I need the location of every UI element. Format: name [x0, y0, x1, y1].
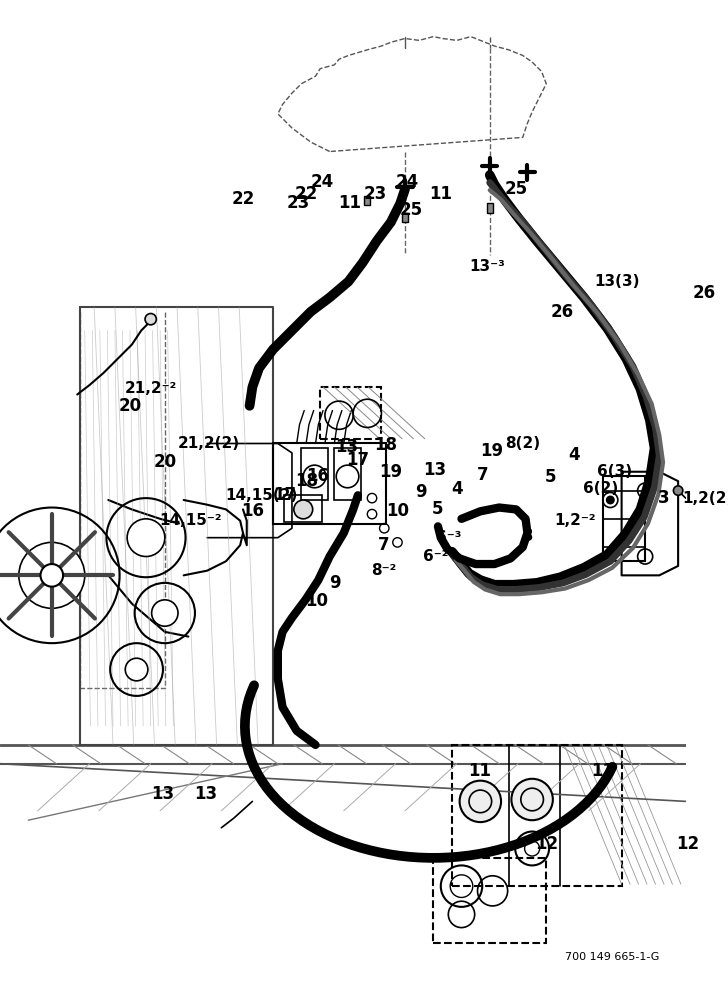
- Text: 12: 12: [536, 835, 558, 853]
- Text: 9: 9: [329, 574, 341, 592]
- Text: 700 149 665-1-G: 700 149 665-1-G: [565, 952, 660, 962]
- Circle shape: [294, 500, 313, 519]
- Text: 13: 13: [335, 438, 358, 456]
- Text: 13: 13: [194, 785, 217, 803]
- Bar: [334, 448, 360, 500]
- Text: 14,15(2): 14,15(2): [226, 488, 298, 503]
- Text: 8(2): 8(2): [505, 436, 540, 451]
- Text: 11: 11: [430, 185, 452, 203]
- Text: 21,2(2): 21,2(2): [178, 436, 240, 451]
- Text: 16: 16: [241, 502, 264, 520]
- Text: 13⁻³: 13⁻³: [469, 259, 505, 274]
- Bar: [365, 196, 370, 205]
- Text: 10: 10: [305, 592, 328, 610]
- Bar: [452, 745, 622, 886]
- Text: 17: 17: [273, 486, 296, 504]
- Text: 21,2⁻²: 21,2⁻²: [124, 381, 177, 396]
- Bar: [320, 387, 381, 439]
- Text: 5: 5: [545, 468, 555, 486]
- Bar: [433, 858, 546, 943]
- Text: 4: 4: [451, 480, 462, 498]
- Text: 24: 24: [311, 173, 334, 191]
- Text: 4: 4: [569, 446, 580, 464]
- Text: 18: 18: [296, 472, 319, 490]
- Text: 11: 11: [339, 194, 361, 212]
- Circle shape: [19, 542, 84, 608]
- Text: 11: 11: [591, 762, 614, 780]
- Text: 23: 23: [363, 185, 387, 203]
- Text: 13(3): 13(3): [594, 274, 640, 289]
- Text: 26: 26: [550, 303, 574, 321]
- Text: 6⁻³: 6⁻³: [436, 530, 462, 545]
- Text: 8⁻²: 8⁻²: [371, 563, 397, 578]
- Bar: [487, 203, 493, 213]
- Circle shape: [125, 658, 148, 681]
- Text: 17: 17: [347, 451, 369, 469]
- Text: 16: 16: [306, 467, 329, 485]
- Text: 22: 22: [294, 185, 317, 203]
- Circle shape: [145, 314, 157, 325]
- Circle shape: [127, 519, 165, 557]
- Circle shape: [673, 486, 683, 495]
- Text: 7: 7: [378, 536, 389, 554]
- Bar: [402, 213, 408, 222]
- Circle shape: [151, 600, 178, 626]
- Text: 3: 3: [522, 527, 534, 545]
- Text: 20: 20: [154, 453, 176, 471]
- Text: 6(2): 6(2): [583, 481, 619, 496]
- Bar: [603, 476, 645, 561]
- Text: 18: 18: [375, 436, 397, 454]
- Text: 23: 23: [287, 194, 310, 212]
- Bar: [285, 495, 322, 522]
- Circle shape: [511, 779, 553, 820]
- Text: 25: 25: [505, 180, 528, 198]
- Text: 13: 13: [151, 785, 175, 803]
- Bar: [273, 443, 386, 524]
- Text: 13: 13: [424, 461, 447, 479]
- Bar: [301, 448, 328, 500]
- Text: 19: 19: [379, 463, 403, 481]
- Text: 20: 20: [119, 397, 142, 415]
- Text: 14,15⁻²: 14,15⁻²: [159, 513, 222, 528]
- Circle shape: [41, 564, 63, 587]
- Text: 5: 5: [432, 500, 443, 518]
- Text: 1,2(2): 1,2(2): [683, 491, 728, 506]
- Text: 10: 10: [386, 502, 409, 520]
- Circle shape: [459, 781, 501, 822]
- Text: 22: 22: [232, 190, 255, 208]
- Text: 12: 12: [676, 835, 699, 853]
- Text: 6(3): 6(3): [598, 464, 633, 479]
- Text: 6⁻²: 6⁻²: [423, 549, 448, 564]
- Text: 9: 9: [415, 483, 427, 501]
- Text: 24: 24: [395, 173, 419, 191]
- Text: 26: 26: [693, 284, 716, 302]
- Text: 1,2⁻²: 1,2⁻²: [554, 513, 596, 528]
- Text: 25: 25: [400, 201, 423, 219]
- Text: 11: 11: [468, 762, 491, 780]
- Circle shape: [606, 496, 614, 504]
- Text: 3: 3: [658, 489, 670, 507]
- Text: 19: 19: [480, 442, 503, 460]
- Text: 7: 7: [476, 466, 488, 484]
